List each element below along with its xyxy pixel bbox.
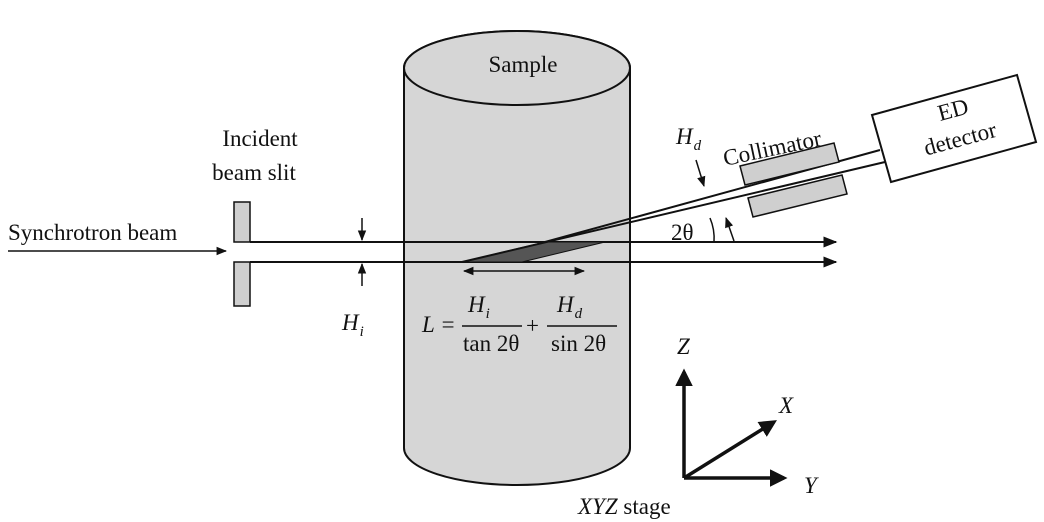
stage-label: XYZ stage (577, 494, 671, 519)
two-theta-pointer (725, 217, 735, 242)
collimator (739, 142, 848, 218)
y-axis-label: Y (804, 473, 819, 498)
formula-num1: Hi (467, 292, 490, 322)
hd-label: Hd (675, 124, 702, 154)
hi-label: Hi (341, 310, 364, 340)
synchrotron-beam-label: Synchrotron beam (8, 220, 177, 245)
slit-lower-jaw (233, 261, 251, 307)
x-axis (683, 420, 777, 480)
formula-lhs: L = (421, 312, 456, 337)
formula-num2: Hd (556, 292, 583, 322)
two-theta-label: 2θ (671, 220, 694, 245)
diffracted-beam-lower (461, 161, 886, 263)
xyz-axes (675, 368, 788, 487)
incident-label-line2: beam slit (212, 160, 296, 185)
formula-den1: tan 2θ (463, 331, 519, 356)
z-axis-label: Z (677, 334, 690, 359)
slit-upper-jaw (233, 201, 251, 243)
sample-label: Sample (489, 52, 558, 77)
ed-detector-box (870, 73, 1038, 184)
two-theta-arc (709, 217, 715, 243)
incident-label-line1: Incident (222, 126, 298, 151)
formula-den2: sin 2θ (551, 331, 606, 356)
x-axis-label: X (778, 393, 794, 418)
hd-arrow (695, 159, 706, 188)
gauge-length-formula: L = Hi tan 2θ + Hd sin 2θ (421, 292, 617, 356)
formula-plus: + (526, 313, 539, 338)
